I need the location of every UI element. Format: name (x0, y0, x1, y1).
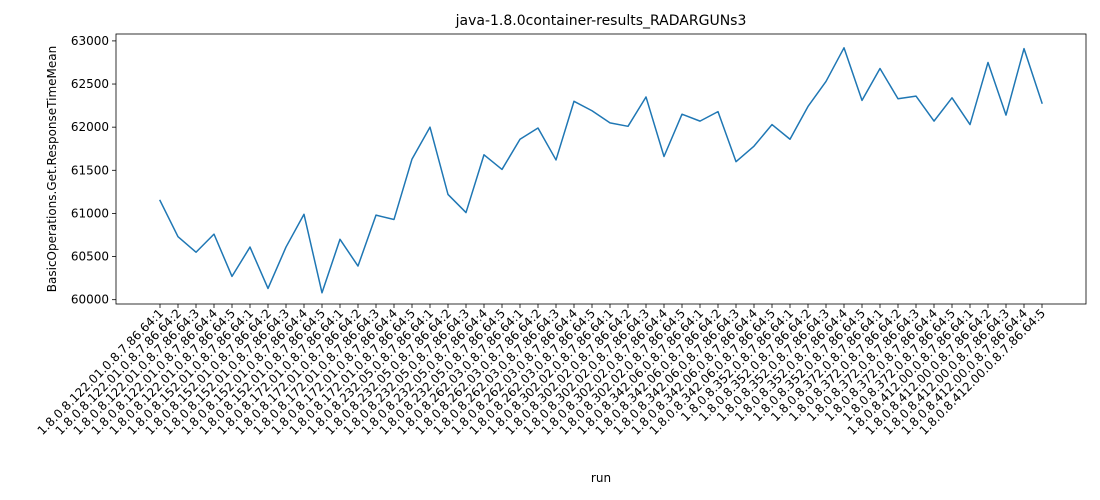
data-point (177, 235, 180, 238)
data-point (573, 100, 576, 103)
y-tick-label: 60500 (71, 250, 109, 264)
data-point (537, 127, 540, 130)
data-point (987, 61, 990, 64)
data-point (717, 110, 720, 113)
data-point (735, 160, 738, 163)
data-point (843, 46, 846, 49)
x-axis-label: run (591, 471, 611, 485)
data-point (411, 158, 414, 161)
y-axis: 60000 60500 61000 61500 62000 62500 63000 (71, 34, 116, 307)
data-point (501, 168, 504, 171)
data-point (951, 96, 954, 99)
series-line (158, 47, 1043, 294)
data-point (915, 95, 918, 98)
data-point (447, 193, 450, 196)
data-point (303, 213, 306, 216)
y-axis-label: BasicOperations.Get.ResponseTimeMean (45, 46, 59, 292)
data-point (519, 138, 522, 141)
data-point (249, 246, 252, 249)
data-point (681, 113, 684, 116)
chart-title: java-1.8.0container-results_RADARGUNs3 (455, 13, 747, 29)
data-point (231, 275, 234, 278)
data-point (807, 105, 810, 108)
data-point (213, 233, 216, 236)
y-tick-label: 60000 (71, 293, 109, 307)
data-point (483, 153, 486, 156)
data-point (321, 291, 324, 294)
data-point (429, 126, 432, 129)
y-tick-label: 63000 (71, 34, 109, 48)
plot-area (115, 33, 1087, 305)
y-tick-label: 62000 (71, 120, 109, 134)
data-point (285, 246, 288, 249)
data-point (159, 199, 162, 202)
y-tick-label: 62500 (71, 77, 109, 91)
data-point (627, 125, 630, 128)
data-point (663, 155, 666, 158)
y-tick-label: 61000 (71, 206, 109, 220)
data-point (609, 121, 612, 124)
data-point (933, 120, 936, 123)
data-point (879, 67, 882, 70)
data-point (267, 287, 270, 290)
data-point (771, 123, 774, 126)
data-point (969, 123, 972, 126)
data-point (375, 214, 378, 217)
data-point (699, 120, 702, 123)
data-point (861, 99, 864, 102)
data-point (1041, 102, 1044, 105)
data-point (591, 109, 594, 112)
x-axis: 1.8.0.8.122.01.0.8.7.86.64:11.8.0.8.122.… (35, 304, 1048, 438)
data-point (195, 251, 198, 254)
data-point (753, 145, 756, 148)
data-point (339, 238, 342, 241)
data-point (555, 158, 558, 161)
data-point (465, 211, 468, 214)
data-point (897, 97, 900, 100)
data-point (1023, 47, 1026, 50)
series-group (158, 46, 1044, 294)
data-point (825, 80, 828, 83)
data-point (357, 265, 360, 268)
data-point (789, 138, 792, 141)
data-point (393, 218, 396, 221)
data-point (645, 95, 648, 98)
plot-frame (115, 33, 1087, 305)
y-tick-label: 61500 (71, 163, 109, 177)
data-point (1005, 114, 1008, 117)
